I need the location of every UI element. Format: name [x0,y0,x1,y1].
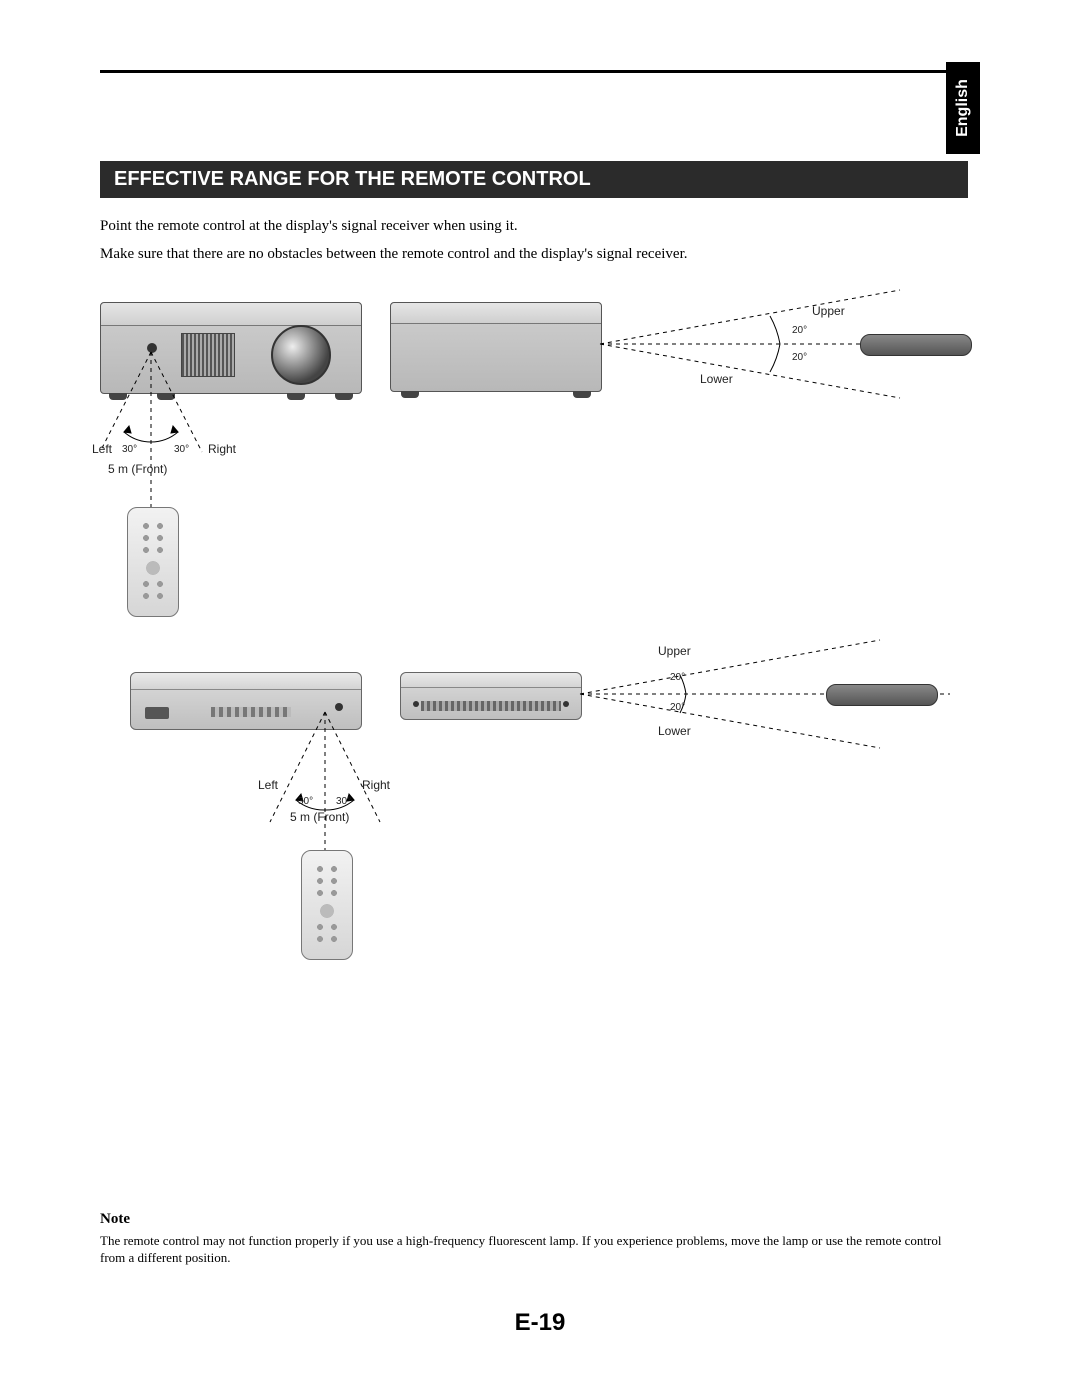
note-body: The remote control may not function prop… [100,1232,960,1267]
intro-line-2: Make sure that there are no obstacles be… [100,244,940,266]
intro-line-1: Point the remote control at the display'… [100,216,940,238]
page-number: E-19 [0,1309,1080,1337]
proj-left-label: Left [92,442,112,456]
note-block: Note The remote control may not function… [100,1211,960,1267]
receiver-side [400,672,582,720]
hand-remote-2 [826,684,938,706]
section-title: EFFECTIVE RANGE FOR THE REMOTE CONTROL [100,161,968,198]
recv-right-angle: 30° [336,796,351,807]
language-label: English [954,79,972,137]
proj-left-angle: 30° [122,444,137,455]
proj-right-label: Right [208,442,236,456]
receiver-front [130,672,362,730]
recv-left-label: Left [258,778,278,792]
recv-lower-angle: 20° [670,702,685,713]
proj-distance: 5 m (Front) [108,462,167,476]
recv-upper-angle: 20° [670,672,685,683]
proj-lower-angle: 20° [792,352,807,363]
projector-front [100,302,362,394]
projector-side [390,302,602,392]
top-rule [100,70,980,73]
proj-upper-angle: 20° [792,325,807,336]
remote-1 [127,507,179,617]
recv-upper-label: Upper [658,644,691,658]
proj-lower-label: Lower [700,372,733,386]
proj-upper-label: Upper [812,304,845,318]
recv-right-label: Right [362,778,390,792]
remote-2 [301,850,353,960]
diagram-area: Left 30° 30° Right 5 m (Front) Upper 20°… [100,272,980,1052]
recv-distance: 5 m (Front) [290,810,349,824]
intro-text: Point the remote control at the display'… [100,216,940,266]
proj-right-angle: 30° [174,444,189,455]
recv-left-angle: 30° [298,796,313,807]
note-title: Note [100,1211,960,1228]
language-tab: English [946,62,980,154]
recv-lower-label: Lower [658,724,691,738]
hand-remote-1 [860,334,972,356]
